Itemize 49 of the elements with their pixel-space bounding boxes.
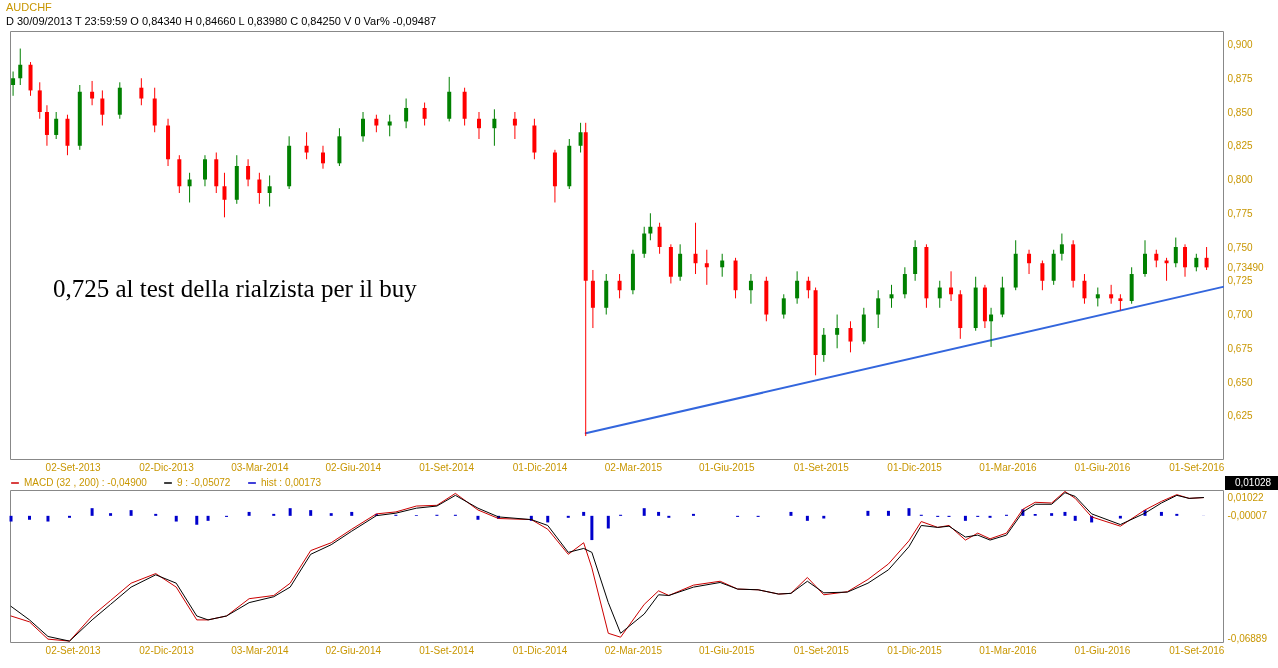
annotation: 0,725 al test della rialzista per il buy xyxy=(53,275,418,302)
chart-subtitle: D 30/09/2013 T 23:59:59 O 0,84340 H 0,84660 L 0,83980 C 0,84250 V 0 Var% -0,09487 xyxy=(6,15,437,27)
y-tick-label: 0,675 xyxy=(1227,342,1253,354)
x-tick-label: 01-Set-2016 xyxy=(1169,644,1225,656)
y-tick-label: 0,01022 xyxy=(1227,492,1265,504)
x-tick-label: 03-Mar-2014 xyxy=(231,644,289,656)
x-tick-label: 01-Giu-2015 xyxy=(699,644,756,656)
y-tick-label: 0,650 xyxy=(1227,376,1253,388)
legend-label: MACD (32 , 200) : -0,04900 xyxy=(24,477,148,488)
x-tick-label: 01-Set-2014 xyxy=(419,644,475,656)
x-tick-label: 01-Dic-2015 xyxy=(887,644,943,656)
x-tick-label: 01-Set-2015 xyxy=(793,644,850,656)
y-tick-label: -0,06889 xyxy=(1227,633,1268,645)
y-tick-label: 0,875 xyxy=(1227,72,1253,84)
x-tick-label: 01-Set-2014 xyxy=(419,461,475,473)
y-tick-label: 0,700 xyxy=(1227,309,1253,321)
y-tick-label: 0,73490 xyxy=(1227,261,1265,273)
x-tick-label: 02-Mar-2015 xyxy=(604,461,663,473)
x-tick-label: 01-Set-2016 xyxy=(1169,461,1225,473)
x-tick-label: 02-Set-2013 xyxy=(45,644,102,656)
y-tick-label: 0,625 xyxy=(1227,410,1253,422)
x-tick-label: 01-Dic-2014 xyxy=(512,461,568,473)
x-tick-label: 01-Dic-2015 xyxy=(887,461,943,473)
x-tick-label: 03-Mar-2014 xyxy=(231,461,289,473)
x-tick-label: 01-Mar-2016 xyxy=(979,644,1038,656)
legend-label: 9 : -0,05072 xyxy=(177,477,231,488)
x-tick-label: 02-Mar-2015 xyxy=(604,644,663,656)
y-tick-label: 0,775 xyxy=(1227,207,1253,219)
x-tick-label: 01-Dic-2014 xyxy=(512,644,568,656)
y-tick-label: -0,00007 xyxy=(1227,510,1268,522)
x-tick-label: 01-Giu-2015 xyxy=(699,461,756,473)
x-tick-label: 01-Mar-2016 xyxy=(979,461,1038,473)
x-tick-label: 01-Giu-2016 xyxy=(1074,461,1131,473)
x-tick-label: 01-Giu-2016 xyxy=(1074,644,1131,656)
text: 0,01028 xyxy=(1234,477,1272,488)
y-tick-label: 0,725 xyxy=(1227,275,1253,287)
y-tick-label: 0,900 xyxy=(1227,39,1253,50)
x-tick-label: 02-Set-2013 xyxy=(45,461,102,473)
x-tick-label: 02-Giu-2014 xyxy=(325,461,382,473)
y-tick-label: 0,800 xyxy=(1227,174,1253,186)
chart-title: AUDCHF xyxy=(6,1,53,13)
y-tick-label: 0,750 xyxy=(1227,241,1253,253)
x-tick-label: 02-Giu-2014 xyxy=(325,644,382,656)
x-tick-label: 02-Dic-2013 xyxy=(139,461,195,473)
legend-label: hist : 0,00173 xyxy=(261,477,322,488)
y-tick-label: 0,850 xyxy=(1227,106,1253,118)
x-tick-label: 02-Dic-2013 xyxy=(139,644,195,656)
x-tick-label: 01-Set-2015 xyxy=(793,461,850,473)
y-tick-label: 0,825 xyxy=(1227,140,1253,152)
